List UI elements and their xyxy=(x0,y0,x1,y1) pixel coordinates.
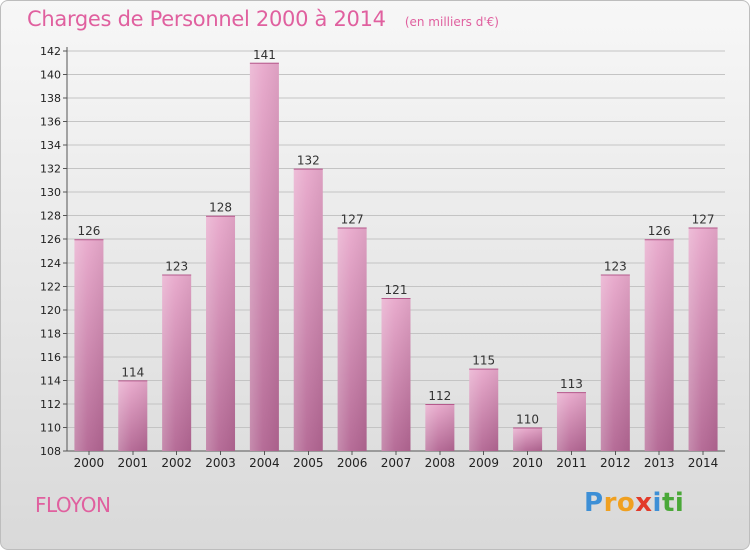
y-tick-label: 138 xyxy=(40,92,61,105)
bar-shine xyxy=(644,239,674,451)
logo-letter: P xyxy=(584,488,604,518)
x-tick-label: 2013 xyxy=(644,456,675,470)
y-axis-ticks: 108 110 112 114 116 118 120 122 124 126 128 130 132 1… xyxy=(40,45,67,458)
x-tick-label: 2001 xyxy=(118,456,149,470)
y-tick-label: 120 xyxy=(40,304,61,317)
x-tick-label: 2009 xyxy=(468,456,499,470)
bar-value-labels: 126 114 123 128 141 132 127 121 112 115 110 113 123 1… xyxy=(77,48,714,427)
bar-shine xyxy=(425,403,455,451)
bar-value-label: 113 xyxy=(560,377,583,391)
y-tick-label: 140 xyxy=(40,69,61,82)
y-tick-label: 122 xyxy=(40,280,61,293)
x-tick-label: 2006 xyxy=(337,456,368,470)
logo-letter: t xyxy=(661,488,675,518)
y-tick-label: 136 xyxy=(40,116,61,129)
y-tick-label: 112 xyxy=(40,398,61,411)
x-tick-label: 2007 xyxy=(381,456,412,470)
bar-value-label: 123 xyxy=(604,260,627,274)
place-name: FLOYON xyxy=(35,493,111,517)
bars xyxy=(74,62,718,451)
bar-shine xyxy=(469,368,499,451)
y-tick-label: 124 xyxy=(40,257,61,270)
bar-shine xyxy=(249,62,279,451)
y-tick-label: 118 xyxy=(40,327,61,340)
x-tick-label: 2008 xyxy=(425,456,456,470)
y-tick-label: 108 xyxy=(40,445,61,458)
logo-letter: r xyxy=(603,488,617,518)
bar-value-label: 127 xyxy=(692,212,715,226)
bar-value-label: 121 xyxy=(385,283,408,297)
bar-shine xyxy=(162,274,192,451)
proxiti-logo: Proxiti xyxy=(584,488,684,518)
bar-value-label: 141 xyxy=(253,48,276,62)
bar-shine xyxy=(293,168,323,451)
bar-value-label: 132 xyxy=(297,154,320,168)
bar-value-label: 110 xyxy=(516,412,539,426)
chart-subtitle: (en milliers d'€) xyxy=(404,15,499,29)
y-tick-label: 114 xyxy=(40,374,61,387)
bar-value-label: 114 xyxy=(121,365,144,379)
y-tick-label: 126 xyxy=(40,233,61,246)
y-tick-label: 142 xyxy=(40,45,61,58)
x-tick-label: 2004 xyxy=(249,456,280,470)
y-tick-label: 116 xyxy=(40,351,61,364)
logo-letter: i xyxy=(652,488,662,518)
logo-letter: i xyxy=(674,488,685,518)
x-tick-label: 2012 xyxy=(600,456,631,470)
y-tick-label: 134 xyxy=(40,139,61,152)
logo-letter: o xyxy=(616,488,636,518)
x-tick-label: 2005 xyxy=(293,456,324,470)
x-tick-label: 2014 xyxy=(688,456,719,470)
bar-shine xyxy=(600,274,630,451)
title-row: Charges de Personnel 2000 à 2014 (en mil… xyxy=(27,7,499,31)
x-tick-label: 2002 xyxy=(161,456,192,470)
bar-shine xyxy=(688,227,718,451)
bar-value-label: 115 xyxy=(472,354,495,368)
bar-shine xyxy=(206,215,236,451)
y-tick-label: 132 xyxy=(40,163,61,176)
bar-value-label: 126 xyxy=(77,224,100,238)
bar-shine xyxy=(381,298,411,451)
bar-value-label: 126 xyxy=(648,224,671,238)
x-tick-label: 2000 xyxy=(74,456,105,470)
x-axis-ticks: 2000 2001 2002 2003 2004 2005 2006 2007 2008 2009… xyxy=(74,451,719,470)
bar-shine xyxy=(513,427,543,451)
y-tick-label: 130 xyxy=(40,186,61,199)
chart-title: Charges de Personnel 2000 à 2014 xyxy=(27,7,386,31)
x-tick-label: 2010 xyxy=(512,456,543,470)
bar-shine xyxy=(337,227,367,451)
y-tick-label: 128 xyxy=(40,210,61,223)
bar-shine xyxy=(74,239,104,451)
bar-value-label: 112 xyxy=(428,389,451,403)
x-tick-label: 2003 xyxy=(205,456,236,470)
bar-shine xyxy=(556,392,586,451)
bar-value-label: 127 xyxy=(341,212,364,226)
y-tick-label: 110 xyxy=(40,421,61,434)
logo-letter: x xyxy=(635,488,653,518)
x-tick-label: 2011 xyxy=(556,456,587,470)
bar-shine xyxy=(118,380,148,451)
bar-value-label: 123 xyxy=(165,260,188,274)
bar-value-label: 128 xyxy=(209,201,232,215)
